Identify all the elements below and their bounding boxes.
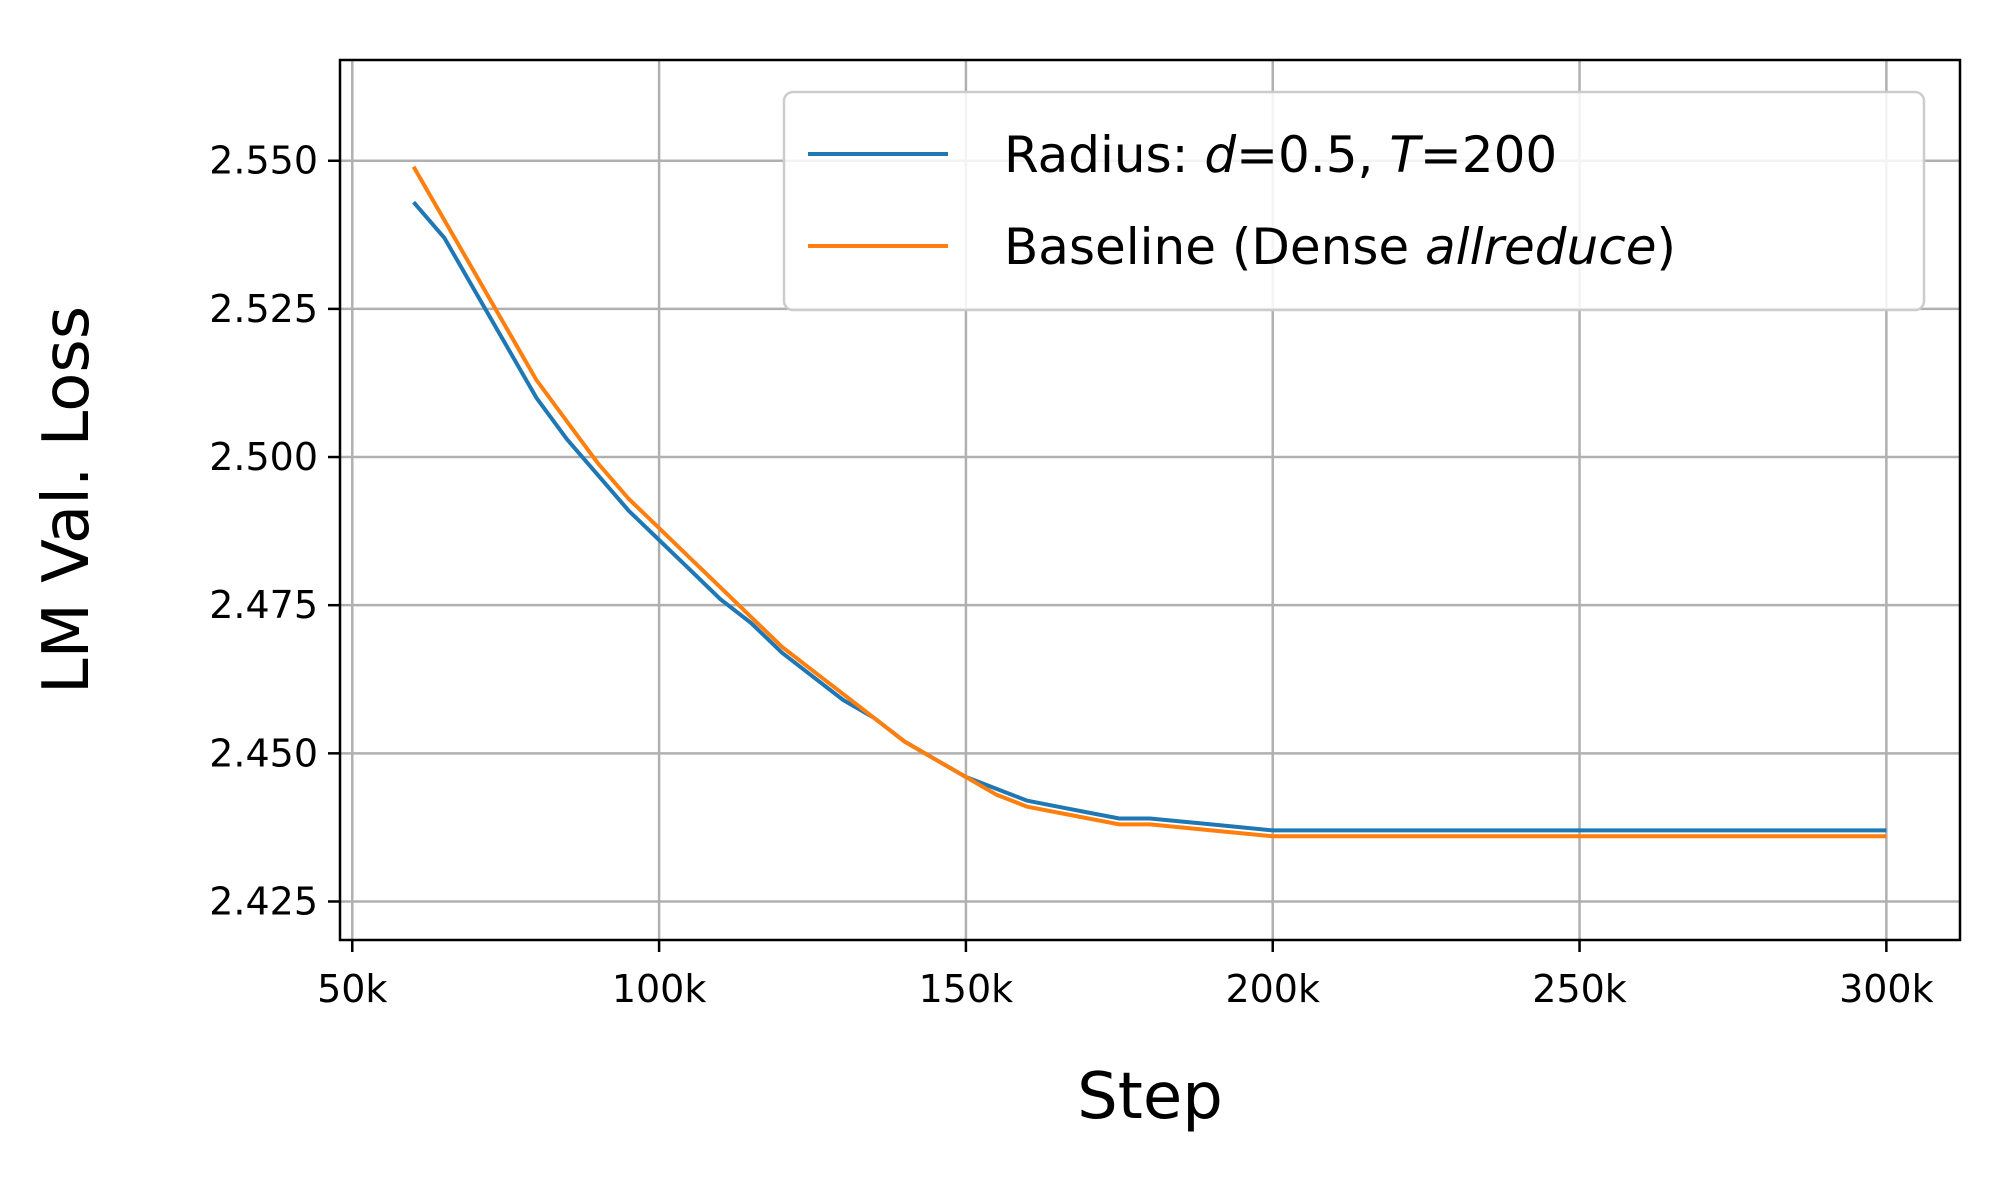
x-tick-label: 150k: [919, 967, 1014, 1011]
y-tick-label: 2.525: [209, 287, 318, 331]
y-tick-label: 2.550: [209, 139, 318, 183]
y-tick-label: 2.500: [209, 435, 318, 479]
y-tick-label: 2.425: [209, 879, 318, 923]
legend-label-1: Baseline (Dense allreduce): [1004, 218, 1676, 276]
x-axis-title: Step: [1077, 1060, 1223, 1134]
series-line-1: [411, 165, 1887, 839]
y-tick-label: 2.475: [209, 583, 318, 627]
x-tick-label: 50k: [317, 967, 387, 1011]
legend-label-0: Radius: d=0.5, T=200: [1004, 126, 1557, 184]
x-tick-label: 200k: [1225, 967, 1320, 1011]
x-tick-label: 100k: [612, 967, 707, 1011]
y-axis-title: LM Val. Loss: [30, 306, 104, 694]
legend-box: [782, 90, 1926, 312]
x-tick-label: 250k: [1532, 967, 1627, 1011]
plot-frame: [338, 58, 1962, 942]
series-layer: [411, 165, 1887, 839]
x-tick-label: 300k: [1839, 967, 1934, 1011]
y-tick-label: 2.450: [209, 731, 318, 775]
ticks: 50k 100k 150k 200k 250k 300k 2.425 2.450 2.475 2.…: [209, 139, 1933, 1011]
legend: Radius: d=0.5, T=200 Baseline (Dense allr…: [782, 90, 1926, 312]
